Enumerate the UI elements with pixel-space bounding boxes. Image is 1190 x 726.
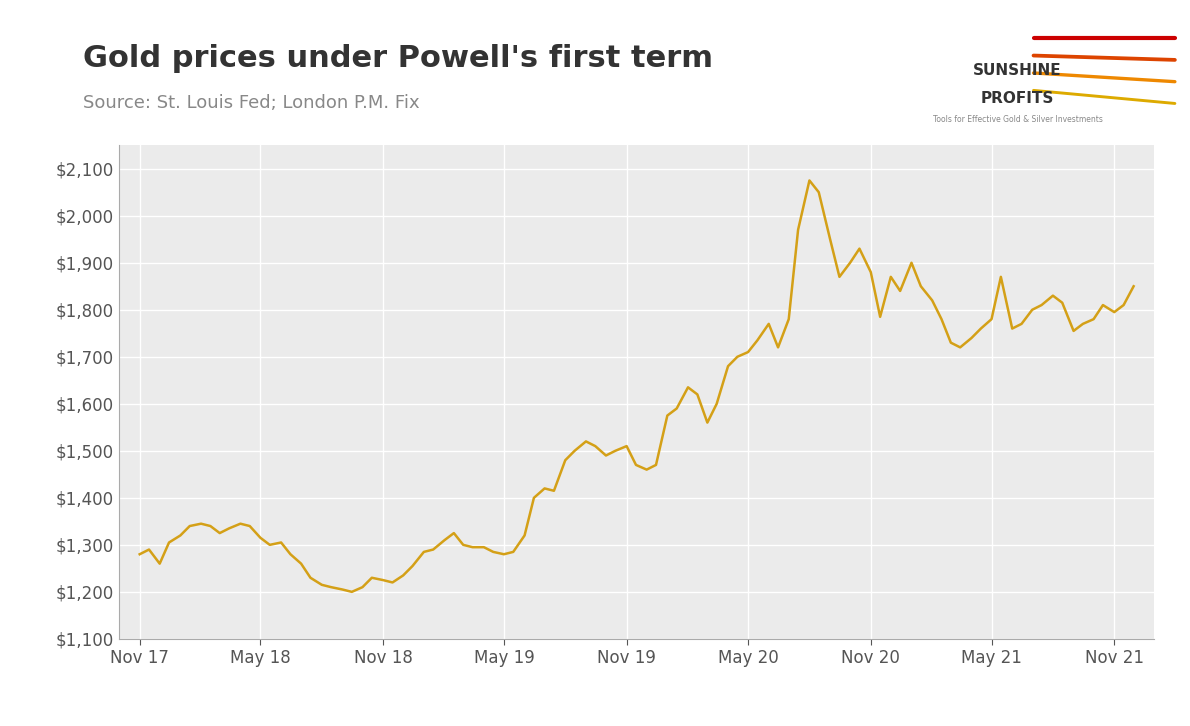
Text: Tools for Effective Gold & Silver Investments: Tools for Effective Gold & Silver Invest… (933, 115, 1102, 124)
Text: Gold prices under Powell's first term: Gold prices under Powell's first term (83, 44, 713, 73)
Text: Source: St. Louis Fed; London P.M. Fix: Source: St. Louis Fed; London P.M. Fix (83, 94, 420, 113)
Text: SUNSHINE: SUNSHINE (973, 63, 1061, 78)
Text: PROFITS: PROFITS (981, 91, 1054, 105)
